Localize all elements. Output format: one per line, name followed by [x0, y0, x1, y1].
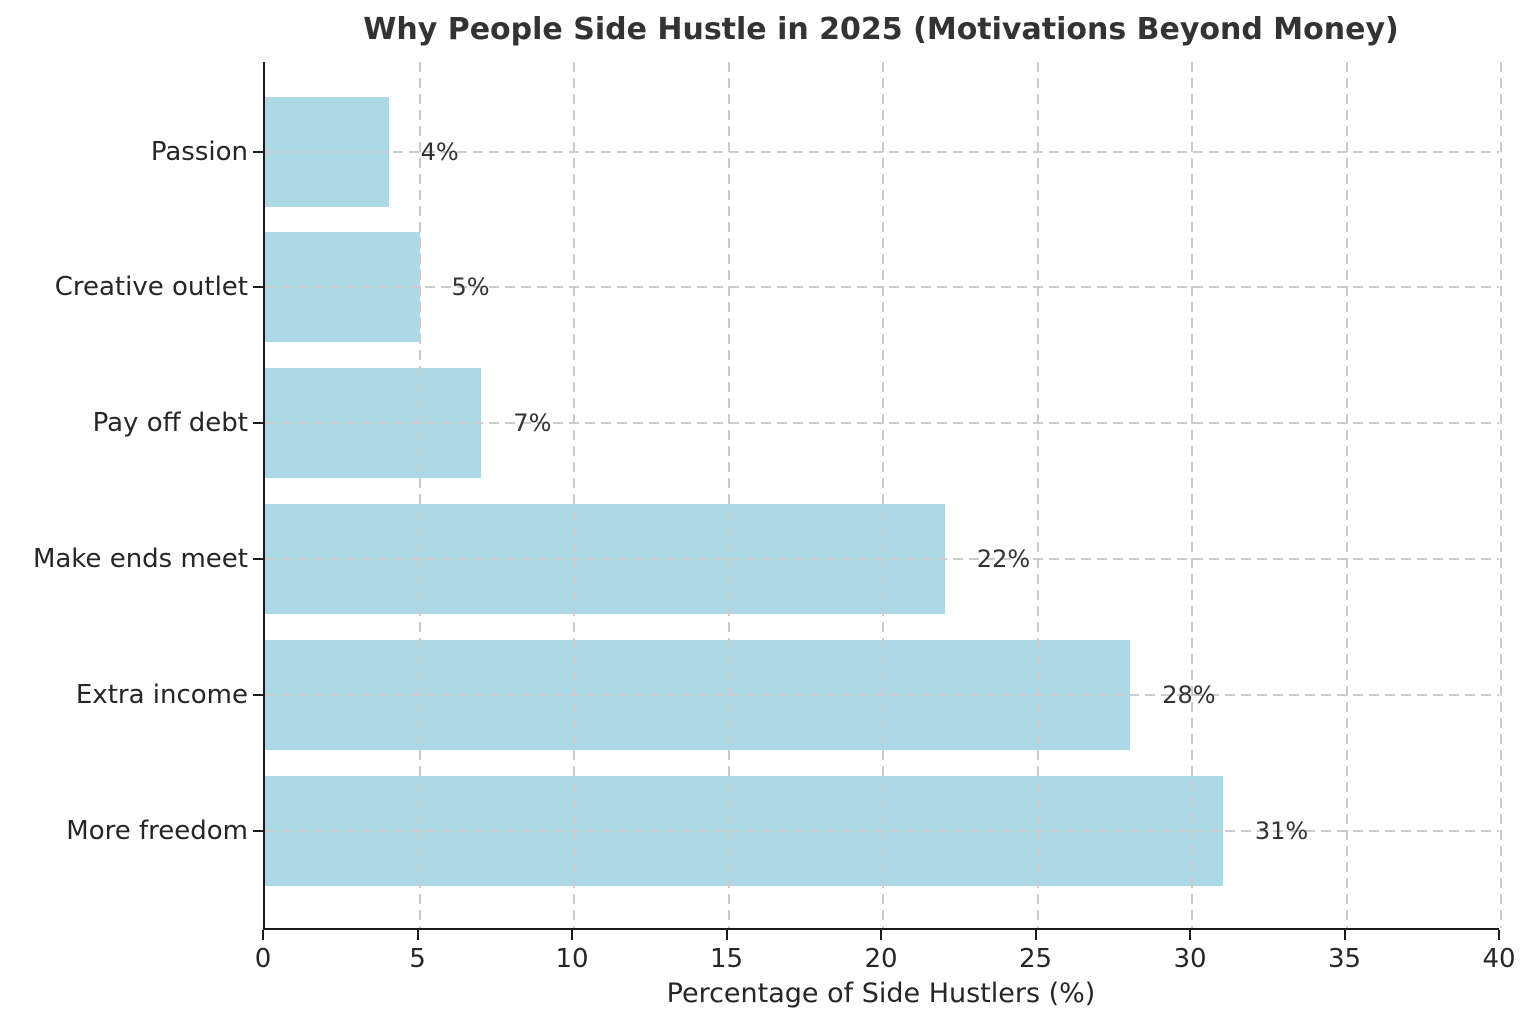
plot-area: 4% 5% 7% 22% 28% 31% [263, 62, 1502, 930]
x-tick-mark [262, 930, 264, 940]
gridline-v [1036, 62, 1039, 928]
gridline-h [265, 286, 1499, 289]
bar-value-label: 22% [976, 544, 1031, 573]
y-tick-mark [253, 829, 263, 832]
gridline-h [265, 422, 1499, 425]
x-tick-label: 30 [1173, 944, 1207, 974]
x-tick-label: 35 [1327, 944, 1362, 974]
gridline-h [265, 150, 1499, 153]
bar-value-label: 5% [451, 273, 490, 302]
x-tick-label: 0 [254, 944, 272, 974]
gridline-v [1500, 62, 1502, 928]
y-tick-mark [253, 693, 263, 696]
x-tick-mark [416, 930, 419, 940]
y-tick-mark [253, 286, 263, 289]
y-tick-mark [253, 557, 263, 560]
chart-title: Why People Side Hustle in 2025 (Motivati… [363, 12, 1399, 47]
y-tick-mark [253, 150, 263, 153]
x-tick-label: 40 [1482, 944, 1516, 974]
y-tick-label: Extra income [75, 679, 248, 710]
x-tick-mark [1034, 930, 1037, 940]
y-tick-label: Creative outlet [54, 272, 248, 303]
y-tick-label: Passion [150, 136, 248, 167]
gridline-v [1191, 62, 1193, 928]
x-tick-label: 15 [709, 944, 744, 974]
y-tick-label: Pay off debt [92, 408, 248, 439]
x-axis-label: Percentage of Side Hustlers (%) [666, 978, 1096, 1009]
gridline-h [265, 557, 1499, 560]
x-tick-mark [571, 930, 573, 940]
x-tick-label: 10 [555, 944, 589, 974]
gridline-v [418, 62, 421, 928]
y-tick-mark [253, 422, 263, 425]
x-tick-label: 25 [1018, 944, 1053, 974]
x-tick-label: 5 [409, 944, 426, 974]
bar-value-label: 4% [420, 137, 459, 166]
x-tick-mark [880, 930, 882, 940]
bar-value-label: 7% [513, 409, 552, 438]
x-tick-mark [1343, 930, 1346, 940]
x-tick-label: 20 [864, 944, 898, 974]
gridline-h [265, 693, 1499, 696]
x-tick-mark [1189, 930, 1191, 940]
x-tick-mark [1498, 930, 1500, 940]
x-tick-mark [725, 930, 728, 940]
gridline-v [573, 62, 575, 928]
y-tick-label: More freedom [66, 815, 248, 846]
bar-value-label: 31% [1254, 816, 1309, 845]
gridline-h [265, 829, 1499, 832]
gridline-v [1345, 62, 1348, 928]
bar-value-label: 28% [1162, 680, 1216, 709]
gridline-v [882, 62, 884, 928]
y-tick-label: Make ends meet [32, 543, 248, 574]
gridline-v [727, 62, 730, 928]
